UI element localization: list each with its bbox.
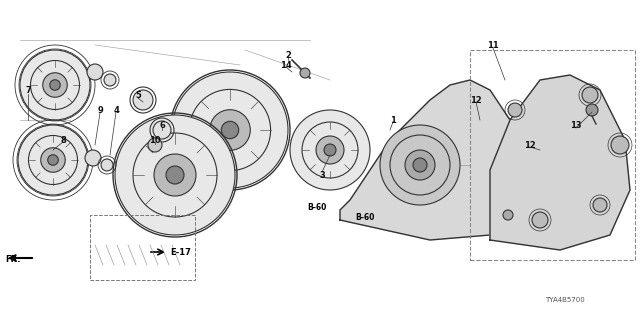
Circle shape (593, 198, 607, 212)
Text: 7: 7 (25, 85, 31, 94)
Circle shape (154, 154, 196, 196)
Text: 4: 4 (113, 106, 119, 115)
Circle shape (210, 110, 250, 150)
Text: 13: 13 (570, 121, 582, 130)
Text: 2: 2 (285, 51, 291, 60)
Circle shape (101, 159, 113, 171)
Circle shape (104, 74, 116, 86)
Circle shape (611, 136, 629, 154)
Circle shape (324, 144, 336, 156)
Circle shape (153, 153, 197, 197)
Circle shape (85, 150, 101, 166)
Circle shape (532, 212, 548, 228)
Text: 3: 3 (319, 171, 325, 180)
Polygon shape (340, 80, 520, 240)
Text: TYA4B5700: TYA4B5700 (545, 297, 585, 303)
Text: 12: 12 (470, 95, 482, 105)
Text: 1: 1 (390, 116, 396, 124)
Text: E-17: E-17 (170, 248, 191, 257)
Circle shape (163, 163, 187, 187)
Text: 10: 10 (149, 135, 161, 145)
Text: B-60: B-60 (307, 203, 326, 212)
Bar (470, 50, 635, 260)
Circle shape (115, 115, 235, 235)
Circle shape (221, 121, 239, 139)
Circle shape (153, 121, 171, 139)
Circle shape (413, 158, 427, 172)
Circle shape (316, 136, 344, 164)
Circle shape (405, 150, 435, 180)
Circle shape (586, 104, 598, 116)
Circle shape (172, 72, 288, 188)
Circle shape (219, 119, 241, 141)
Circle shape (210, 110, 250, 150)
Text: 14: 14 (280, 60, 292, 69)
Circle shape (50, 80, 60, 90)
Circle shape (87, 64, 103, 80)
Circle shape (582, 87, 598, 103)
Circle shape (20, 50, 90, 120)
Circle shape (503, 210, 513, 220)
Text: 11: 11 (487, 41, 499, 50)
Bar (90, 215, 195, 280)
Circle shape (43, 73, 67, 97)
Circle shape (48, 155, 58, 165)
Circle shape (508, 103, 522, 117)
Circle shape (290, 110, 370, 190)
Text: 6: 6 (159, 121, 165, 130)
Circle shape (148, 138, 162, 152)
Polygon shape (490, 75, 630, 250)
Text: 12: 12 (524, 140, 536, 149)
Circle shape (166, 166, 184, 184)
Text: 9: 9 (97, 106, 103, 115)
Circle shape (300, 68, 310, 78)
Circle shape (133, 90, 153, 110)
Text: 8: 8 (60, 135, 66, 145)
Circle shape (18, 125, 88, 195)
Circle shape (380, 125, 460, 205)
Text: B-60: B-60 (355, 213, 374, 222)
Circle shape (41, 148, 65, 172)
Text: FR.: FR. (5, 255, 20, 264)
Text: 5: 5 (135, 91, 141, 100)
